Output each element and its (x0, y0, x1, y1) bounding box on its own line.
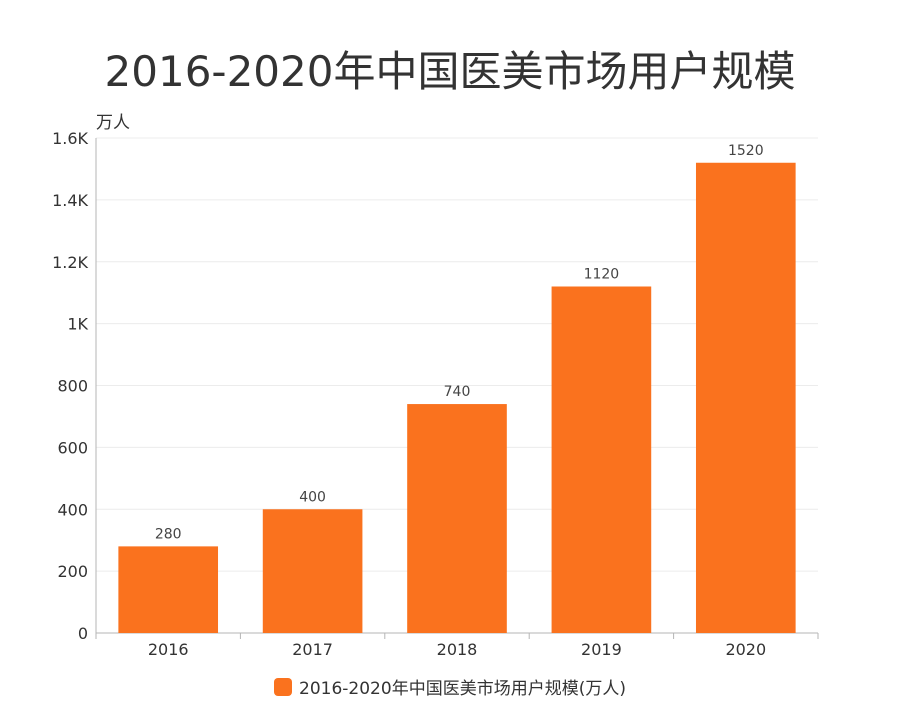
data-label: 400 (299, 489, 326, 505)
x-tick-label: 2019 (581, 640, 622, 659)
y-tick-label: 1.4K (52, 191, 88, 210)
data-label: 1120 (584, 267, 620, 283)
data-label: 1520 (728, 143, 764, 159)
legend-label: 2016-2020年中国医美市场用户规模(万人) (299, 679, 626, 699)
y-tick-label: 1.2K (52, 253, 88, 272)
x-tick-label: 2017 (292, 640, 333, 659)
legend-swatch (274, 677, 293, 696)
bar (551, 286, 652, 633)
y-tick-label: 800 (57, 377, 88, 396)
y-tick-label: 0 (78, 624, 88, 643)
y-axis-unit-label: 万人 (96, 113, 130, 133)
x-tick-label: 2018 (437, 640, 478, 659)
data-label: 280 (155, 526, 182, 542)
x-tick-label: 2020 (725, 640, 766, 659)
y-tick-label: 400 (57, 500, 88, 519)
y-tick-label: 1K (67, 315, 88, 334)
y-tick-label: 600 (57, 438, 88, 457)
chart-title: 2016-2020年中国医美市场用户规模 (104, 47, 796, 96)
bar (407, 404, 507, 633)
legend[interactable]: 2016-2020年中国医美市场用户规模(万人) (0, 674, 900, 699)
bar (118, 546, 219, 633)
data-label: 740 (444, 384, 471, 400)
bar (262, 509, 363, 633)
y-tick-label: 1.6K (52, 129, 88, 148)
bar (695, 162, 796, 633)
y-tick-label: 200 (57, 562, 88, 581)
x-tick-label: 2016 (148, 640, 189, 659)
